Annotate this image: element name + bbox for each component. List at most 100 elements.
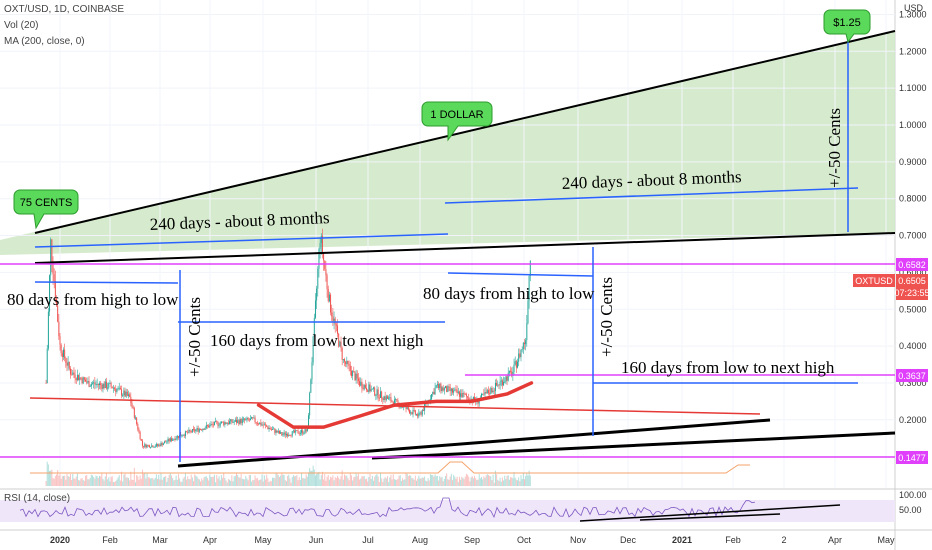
volume-bar: [76, 473, 78, 486]
candle-body: [239, 419, 241, 424]
candle-body: [174, 438, 176, 440]
candle-body: [167, 438, 169, 442]
measure-240b[interactable]: [444, 187, 859, 204]
volume-bar: [148, 477, 150, 486]
candle-body: [393, 399, 395, 406]
candle-body: [260, 422, 262, 426]
ma-legend[interactable]: MA (200, close, 0): [4, 36, 85, 47]
volume-bar: [195, 475, 197, 486]
volume-bar: [97, 477, 99, 486]
tag-current-price[interactable]: OXTUSD 0.6505 07:23:55: [853, 274, 930, 300]
candle-body: [210, 424, 212, 425]
candle-body: [129, 394, 131, 397]
ma200-line[interactable]: [256, 381, 534, 429]
volume-bar: [327, 475, 329, 486]
volume-bar: [172, 478, 174, 486]
volume-bar: [123, 474, 125, 486]
candle-body: [126, 391, 128, 396]
volume-bar: [216, 475, 218, 486]
candle-body: [164, 441, 166, 444]
volume-bar: [249, 475, 251, 486]
volume-bar: [159, 479, 161, 486]
support-line-b[interactable]: [371, 431, 896, 460]
candle-body: [356, 373, 358, 379]
volume-bar: [513, 472, 515, 486]
volume-bar: [58, 475, 60, 486]
tag-level-low[interactable]: 0.1477: [896, 451, 928, 464]
candle-body: [347, 360, 349, 365]
red-trendline[interactable]: [29, 397, 761, 415]
volume-bar: [492, 474, 494, 486]
candle-body: [181, 435, 183, 437]
candle-body: [244, 418, 246, 421]
candle-body: [526, 323, 528, 341]
candle-body: [496, 382, 498, 386]
candle-body: [349, 365, 351, 371]
rsi-trendline-b[interactable]: [639, 513, 781, 521]
bubble-125[interactable]: $1.25: [823, 9, 871, 44]
volume-ma-line: [30, 461, 750, 474]
volume-bar: [304, 478, 306, 486]
candle-body: [53, 274, 55, 282]
volume-bar: [301, 472, 303, 486]
volume-bar: [391, 479, 393, 486]
candle-body: [136, 417, 138, 425]
measure-hl-a[interactable]: [34, 281, 179, 284]
measure-240a[interactable]: [34, 233, 449, 248]
volume-bar: [150, 478, 152, 486]
candle-body: [497, 384, 499, 386]
volume-bar: [361, 476, 363, 486]
volume-bar: [94, 478, 96, 486]
volume-bar: [176, 479, 178, 486]
candle-body: [69, 368, 71, 375]
upper-trendline[interactable]: [34, 30, 896, 234]
candle-body: [275, 430, 277, 433]
volume-bar: [354, 476, 356, 486]
time-tick-label: Jun: [309, 535, 324, 545]
rsi-line[interactable]: [19, 497, 756, 519]
candle-body: [208, 425, 210, 428]
candle-body: [121, 389, 123, 396]
candle-body: [118, 387, 120, 389]
volume-bar: [298, 477, 300, 486]
tag-level-mid[interactable]: 0.3637: [896, 369, 928, 382]
volume-bar: [259, 479, 261, 486]
candle-body: [339, 341, 341, 347]
candle-body: [122, 395, 124, 396]
volume-bar: [198, 479, 200, 486]
candle-body: [218, 425, 220, 427]
candle-body: [384, 396, 386, 400]
candle-body: [160, 442, 162, 447]
volume-bar: [341, 470, 343, 486]
volume-bar: [384, 477, 386, 486]
volume-bar: [263, 475, 265, 486]
symbol-legend[interactable]: OXT/USD, 1D, COINBASE: [4, 4, 125, 15]
candle-body: [421, 410, 423, 415]
volume-bar: [267, 478, 269, 486]
rsi-legend[interactable]: RSI (14, close): [4, 493, 71, 504]
lower-wedge-line[interactable]: [34, 232, 896, 264]
volume-bar: [238, 477, 240, 486]
volume-bar: [234, 475, 236, 486]
measure-hl-b[interactable]: [447, 272, 594, 277]
candle-body: [153, 447, 155, 448]
bubble-1-dollar[interactable]: 1 DOLLAR: [421, 101, 493, 142]
support-line-a[interactable]: [177, 418, 771, 468]
candle-body: [364, 384, 366, 388]
tag-level-high[interactable]: 0.6582: [896, 258, 928, 271]
candle-body: [435, 385, 437, 388]
volume-bar: [528, 470, 530, 486]
candle-body: [505, 376, 507, 382]
volume-bar: [66, 473, 68, 486]
candle-body: [107, 387, 109, 389]
bubble-75-cents[interactable]: 75 CENTS: [13, 189, 79, 230]
volume-legend[interactable]: Vol (20): [4, 20, 39, 31]
candle-body: [301, 430, 303, 433]
candle-body: [146, 445, 148, 448]
volume-bar: [101, 472, 103, 486]
volume-bar: [412, 478, 414, 486]
rsi-trendline-a[interactable]: [579, 504, 841, 522]
candle-body: [187, 432, 189, 433]
candle-body: [140, 439, 142, 441]
